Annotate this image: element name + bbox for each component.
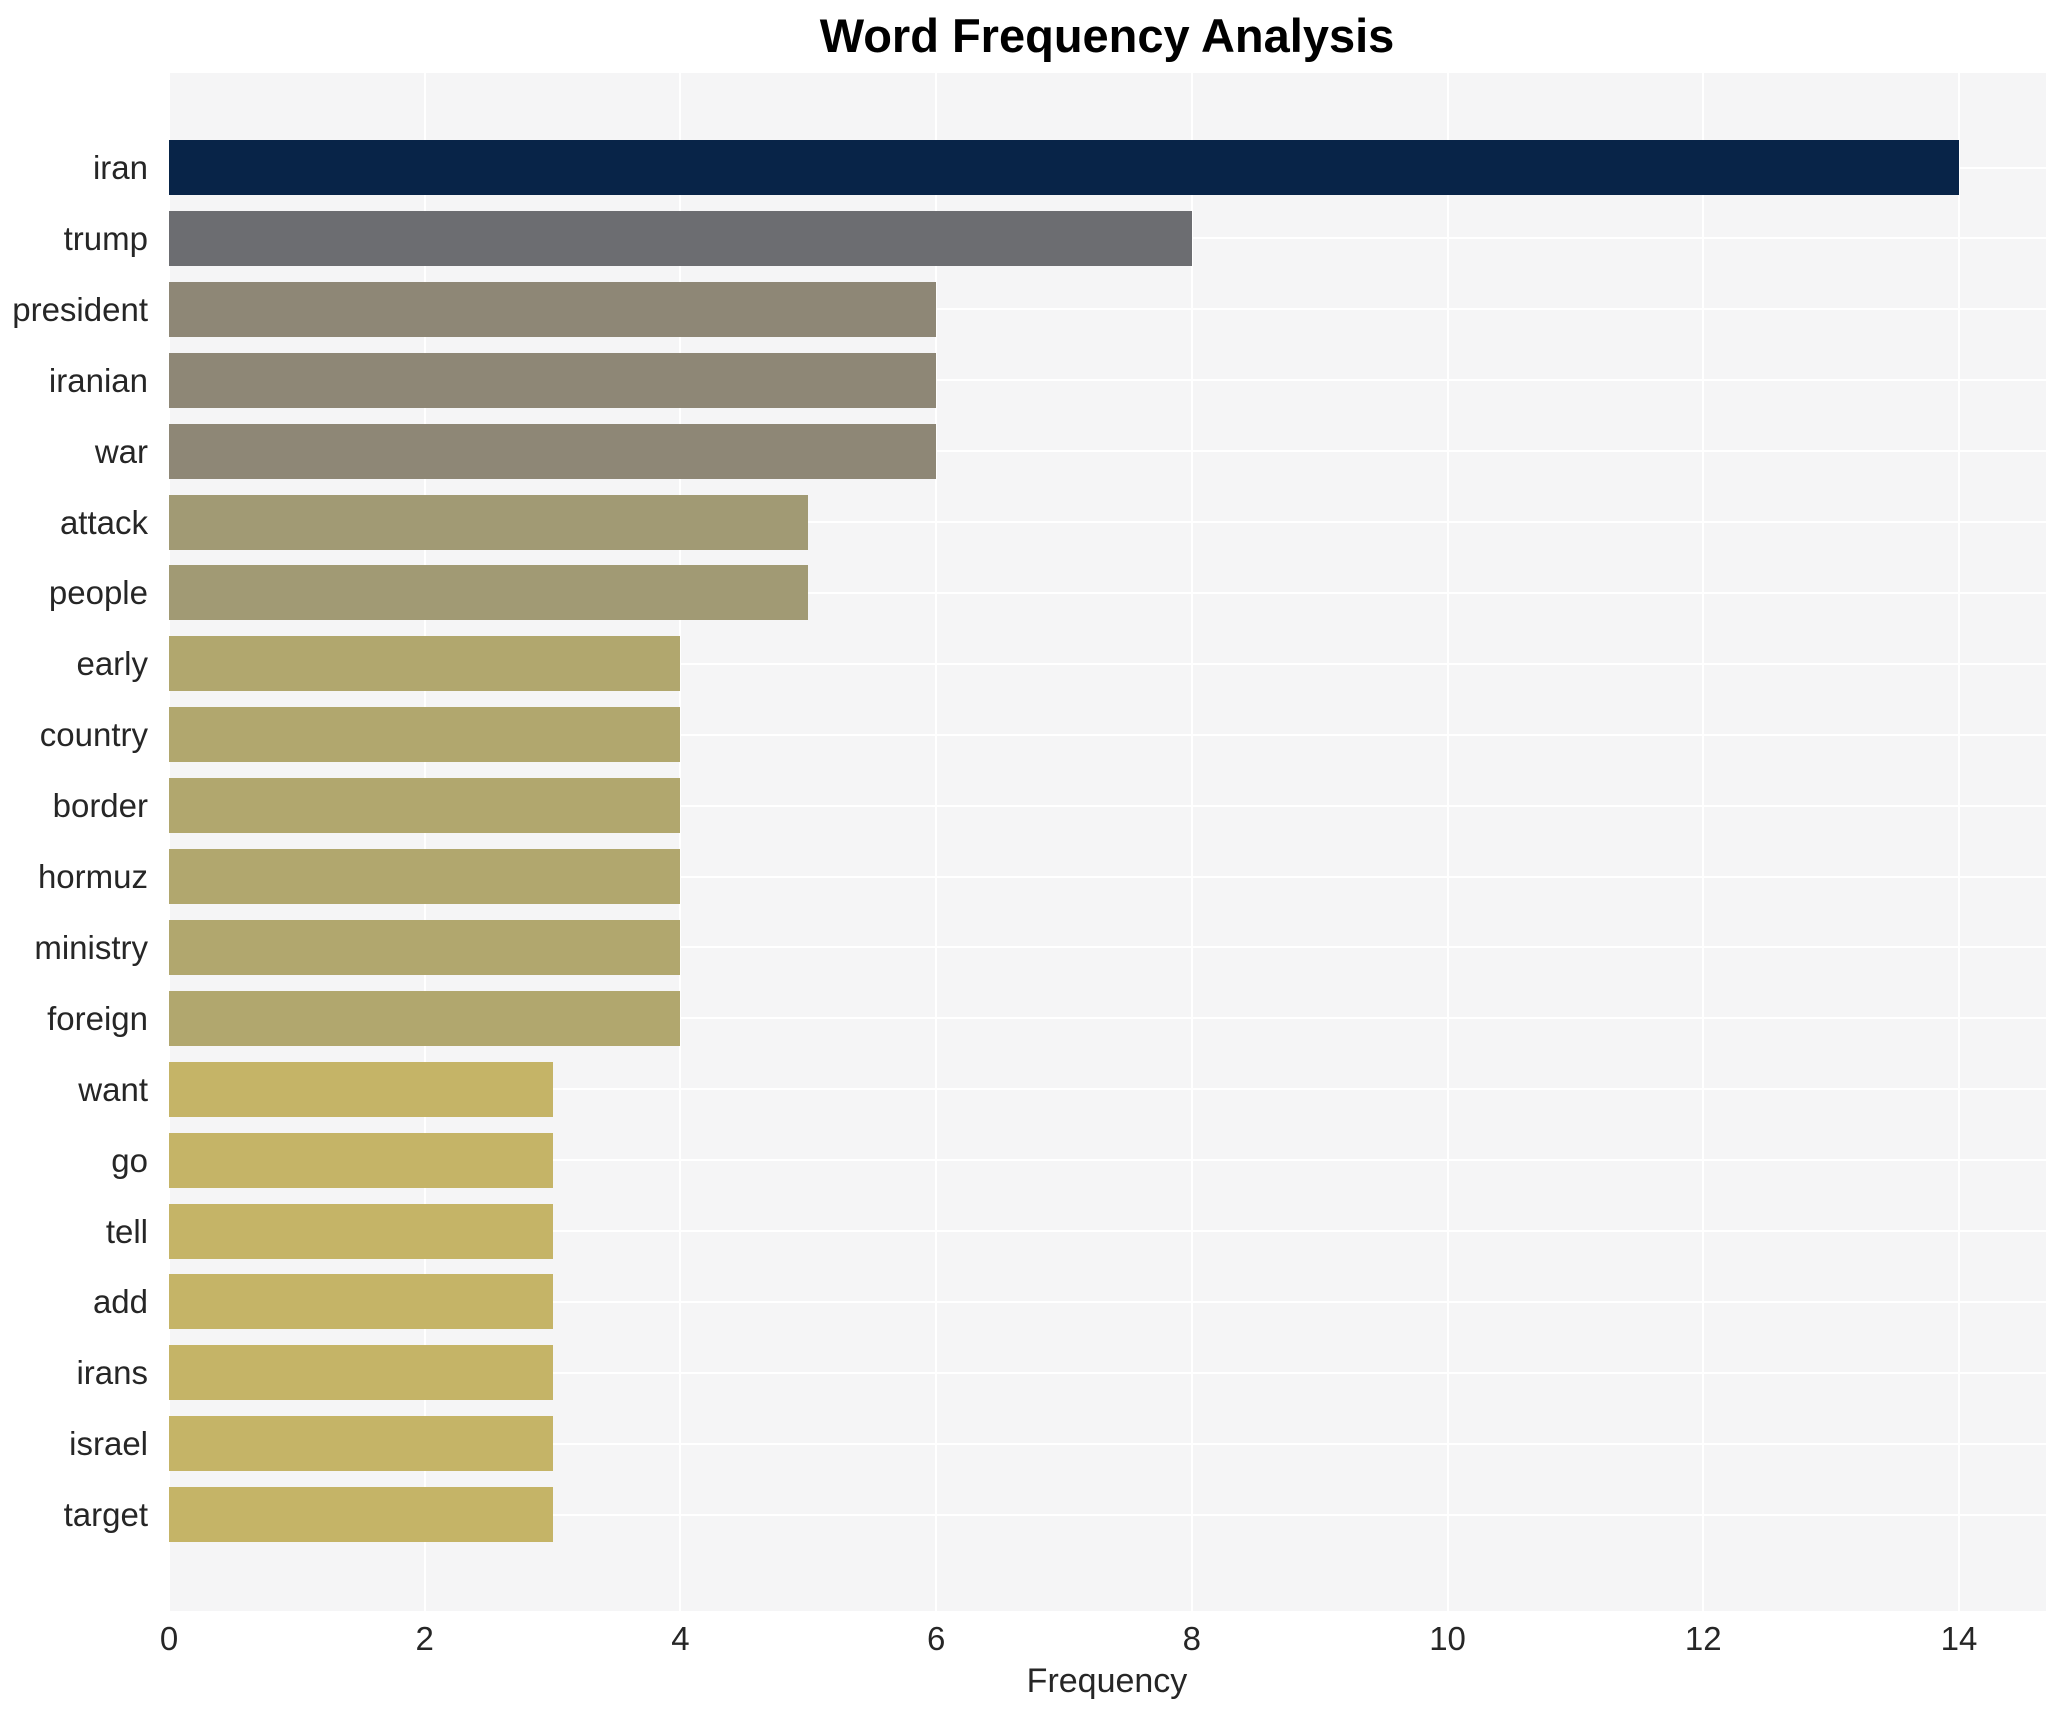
x-tick-label: 4: [671, 1620, 690, 1657]
gridline-horizontal: [168, 1230, 2046, 1232]
y-tick-label-border: border: [52, 787, 148, 825]
bar-tell: [169, 1203, 553, 1259]
bar-hormuz: [169, 849, 681, 904]
y-tick-label-people: people: [48, 574, 148, 612]
y-tick-label-want: want: [78, 1070, 148, 1108]
bar-add: [169, 1274, 553, 1330]
x-tick-label: 12: [1684, 1620, 1722, 1657]
bar-border: [169, 778, 681, 834]
x-tick-label: 8: [1182, 1620, 1202, 1657]
bar-trump: [169, 210, 1192, 266]
y-tick-label-go: go: [111, 1141, 148, 1179]
y-tick-label-attack: attack: [59, 503, 148, 541]
gridline-horizontal: [168, 804, 2046, 807]
bar-early: [169, 636, 681, 692]
x-tick-label: 14: [1940, 1620, 1978, 1657]
y-tick-label-iranian: iranian: [48, 361, 148, 399]
bar-country: [169, 707, 681, 763]
bar-go: [169, 1132, 553, 1188]
gridline-horizontal: [168, 379, 2046, 382]
y-axis: iran trump president iranian war attack people…: [0, 73, 148, 1611]
bar-irans: [169, 1345, 553, 1401]
y-tick-label-country: country: [39, 716, 148, 754]
plot-area: [168, 73, 2046, 1611]
y-tick-label-tell: tell: [105, 1212, 148, 1250]
gridline-horizontal: [168, 1371, 2046, 1374]
y-tick-label-iran: iran: [92, 149, 148, 186]
gridline-horizontal: [168, 946, 2046, 949]
gridline-vertical: [679, 73, 682, 1611]
gridline-horizontal: [168, 308, 2046, 311]
gridline-vertical: [1446, 73, 1449, 1611]
gridline-horizontal: [168, 1442, 2046, 1445]
bar-iranian: [169, 352, 937, 408]
gridline-vertical: [935, 73, 938, 1611]
bar-attack: [169, 494, 809, 550]
y-tick-label-early: early: [76, 645, 148, 683]
bar-president: [169, 281, 937, 337]
x-axis-label: Frequency: [1026, 1662, 1188, 1700]
x-axis: 0 2 4 6 8 10 12 14: [160, 1620, 2046, 1660]
x-tick-label: 2: [415, 1620, 434, 1657]
y-tick-label-irans: irans: [76, 1354, 148, 1392]
gridline-horizontal: [168, 1088, 2046, 1091]
bar-war: [169, 423, 937, 479]
gridline-vertical: [168, 73, 170, 1611]
y-tick-label-president: president: [12, 290, 148, 328]
y-tick-label-hormuz: hormuz: [37, 858, 148, 895]
bar-people: [169, 565, 809, 621]
gridline-horizontal: [168, 733, 2046, 736]
x-tick-label: 0: [159, 1620, 179, 1657]
bar-israel: [169, 1416, 553, 1472]
gridline-horizontal: [168, 1300, 2046, 1303]
y-tick-label-war: war: [94, 432, 148, 470]
gridline-horizontal: [168, 1159, 2046, 1162]
bar-iran: [169, 140, 1959, 195]
gridline-horizontal: [168, 591, 2046, 594]
y-tick-label-foreign: foreign: [47, 999, 148, 1037]
bar-target: [169, 1487, 553, 1543]
gridline-horizontal: [168, 1017, 2046, 1020]
bar-want: [169, 1061, 553, 1117]
y-tick-label-add: add: [92, 1283, 148, 1321]
y-tick-label-israel: israel: [69, 1425, 148, 1463]
chart-title: Word Frequency Analysis: [819, 9, 1395, 62]
x-tick-label: 10: [1429, 1620, 1466, 1657]
gridline-vertical: [1190, 73, 1193, 1611]
gridline-horizontal: [168, 875, 2046, 878]
gridline-horizontal: [168, 662, 2046, 665]
y-tick-label-trump: trump: [63, 219, 148, 257]
y-tick-label-ministry: ministry: [34, 928, 148, 966]
x-tick-label: 6: [926, 1620, 946, 1657]
y-tick-label-target: target: [63, 1496, 148, 1534]
gridline-vertical: [1702, 73, 1705, 1611]
gridline-horizontal: [168, 521, 2046, 523]
bar-ministry: [169, 919, 681, 975]
gridline-vertical: [423, 73, 426, 1611]
gridline-vertical: [1958, 73, 1960, 1611]
bar-foreign: [169, 990, 681, 1046]
gridline-horizontal: [168, 450, 2046, 453]
gridline-horizontal: [168, 1513, 2046, 1516]
